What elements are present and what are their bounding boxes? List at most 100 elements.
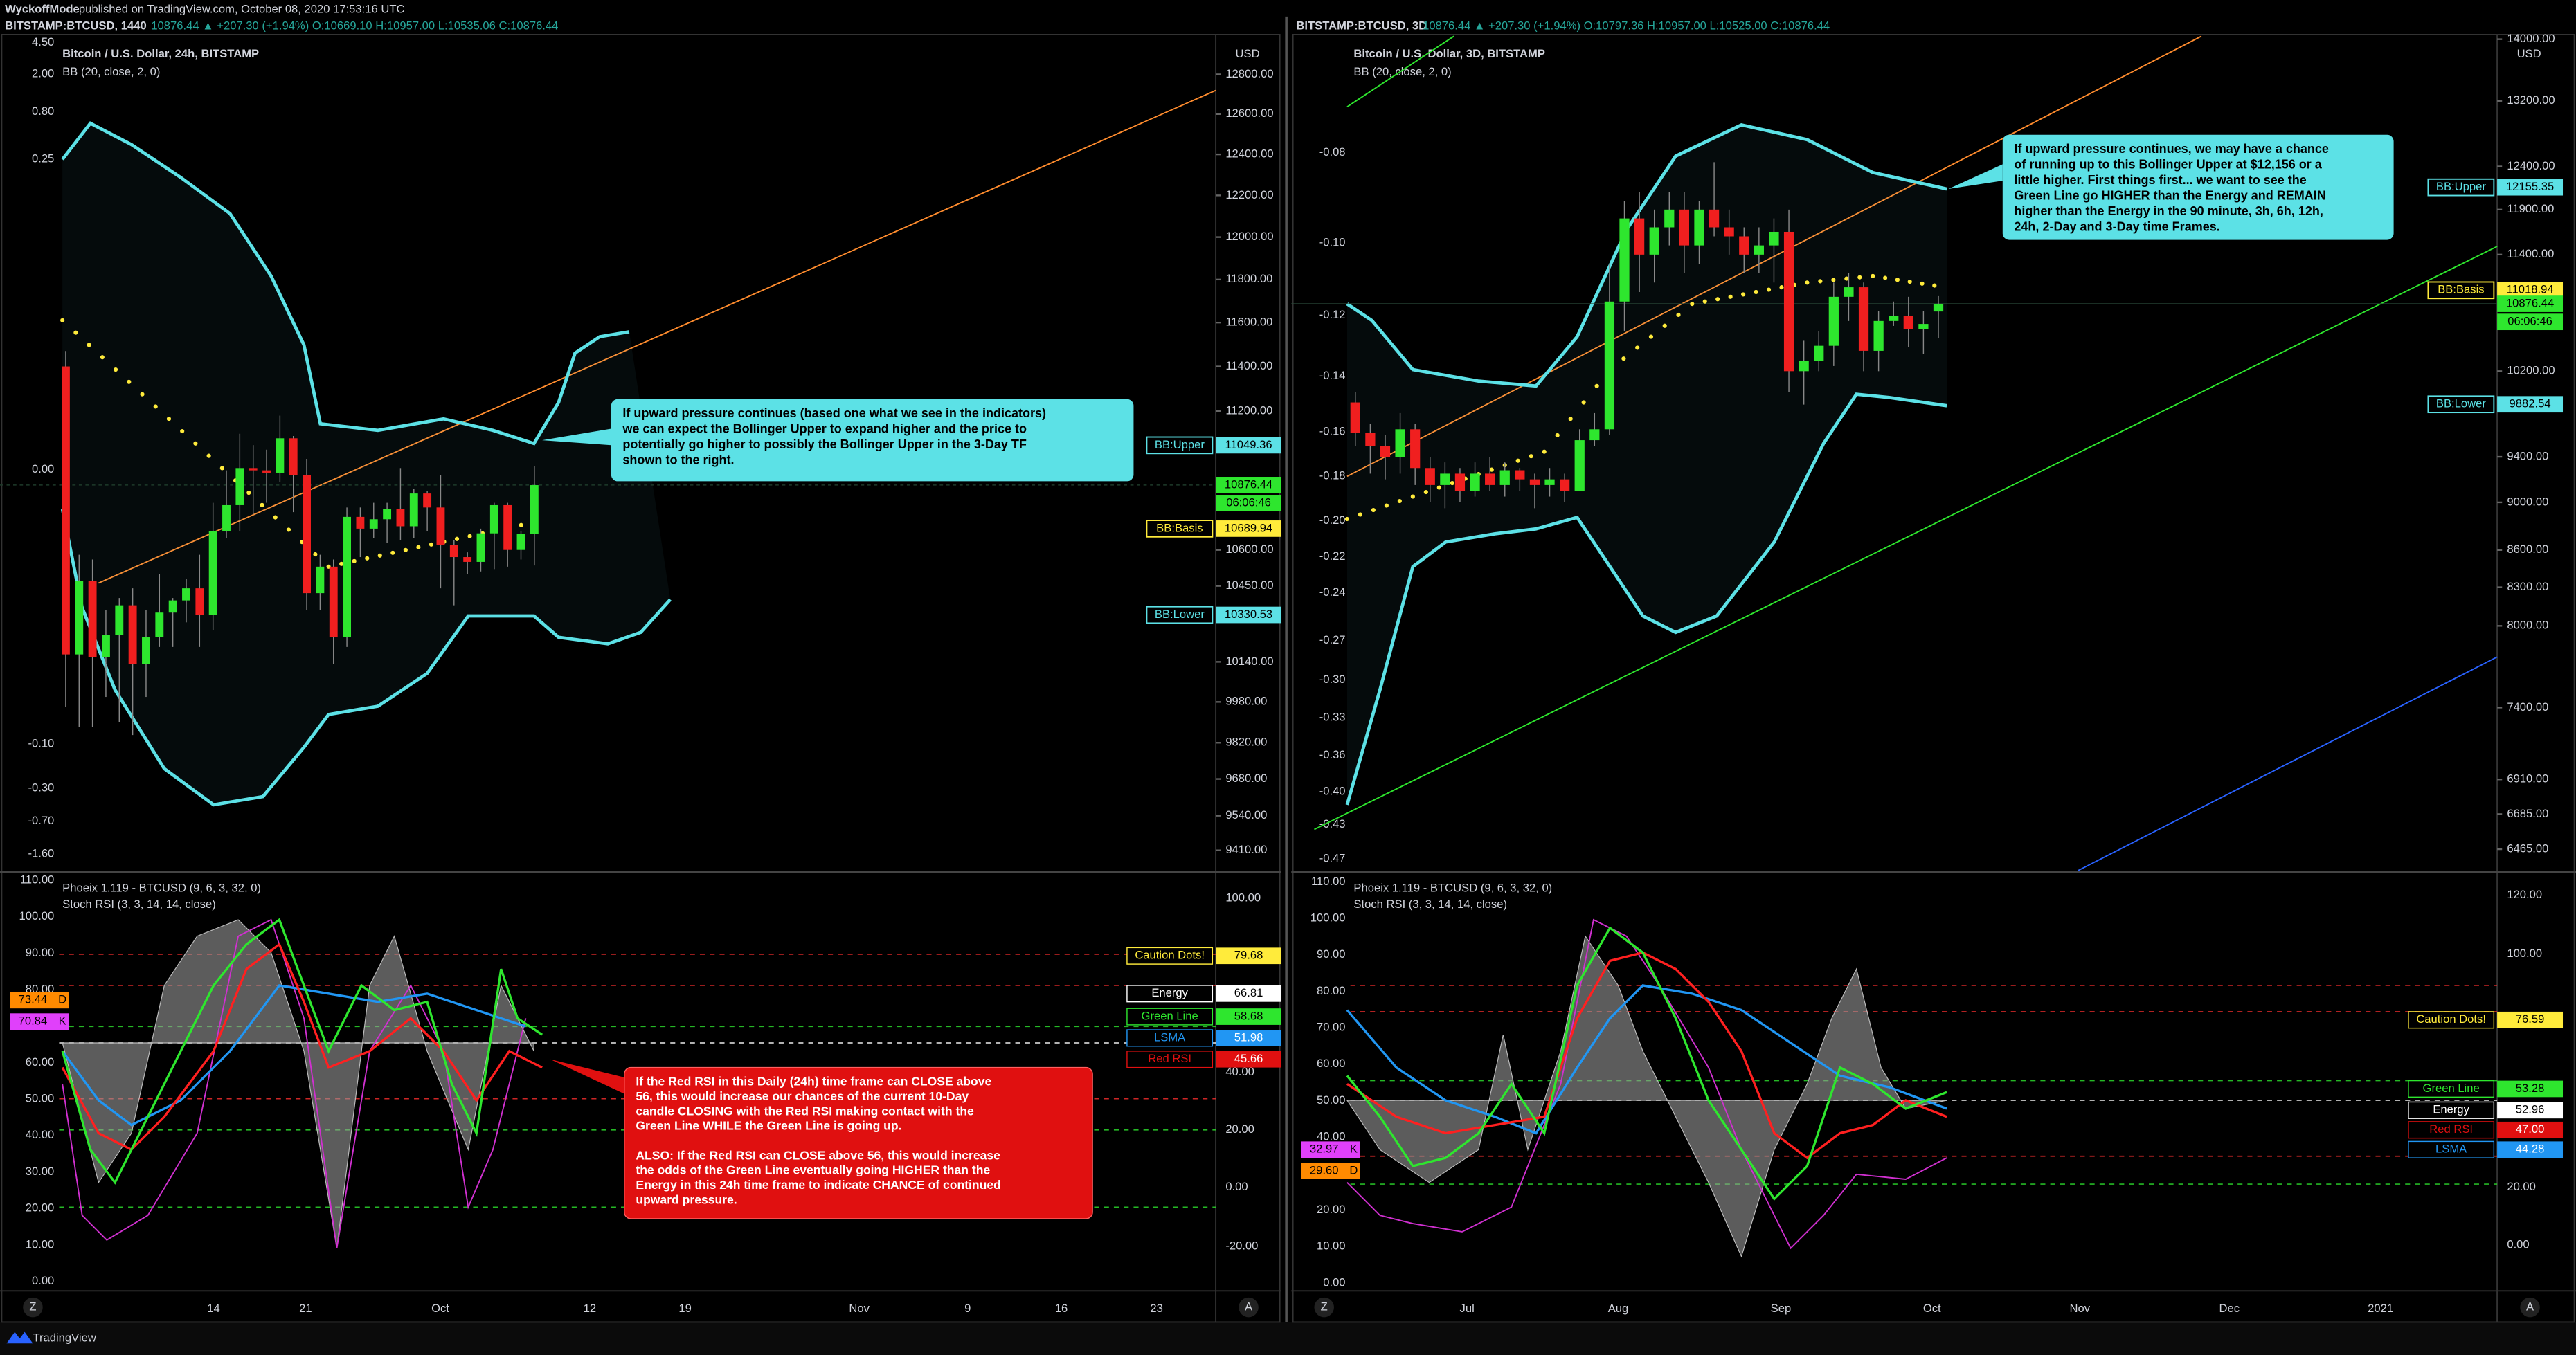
indicator-tag-name: Energy [2433, 1103, 2469, 1116]
auto-button-bg[interactable] [1239, 1297, 1259, 1318]
indicator-tag-value: 53.28 [2516, 1082, 2545, 1095]
candle-body [88, 581, 97, 657]
indicator-left-tick: 100.00 [1310, 911, 1346, 925]
bb-basis-dot [1581, 400, 1586, 405]
candle-body [1619, 218, 1630, 302]
bb-basis-dot [1489, 467, 1494, 472]
osc-tick-label: -0.22 [1319, 549, 1346, 563]
candle-body [516, 534, 525, 550]
energy-area [1346, 935, 1947, 1258]
osc-tick-label: 0.80 [32, 104, 54, 118]
indicator-title: Phoeix 1.119 - BTCUSD (9, 6, 3, 32, 0) [62, 881, 261, 894]
bb-basis-dot [1358, 512, 1363, 517]
candle-body [1739, 236, 1749, 255]
indicator-tag-bg [1216, 1051, 1282, 1068]
price-tick-label: 14000.00 [2507, 32, 2555, 45]
quote: 10876.44 ▲ +207.30 (+1.94%) O:10797.36 H… [1423, 19, 1830, 32]
last-price-tag [1216, 477, 1282, 493]
time-label: 23 [1150, 1302, 1162, 1315]
band-tag-name: BB:Basis [1156, 521, 1203, 534]
bb-basis-dot [1450, 481, 1454, 486]
indicator-left-tick: 10.00 [1317, 1239, 1346, 1253]
indicator-tag-bg [2497, 1121, 2564, 1138]
band-tag-name: BB:Lower [2436, 397, 2486, 410]
oscillator-line [62, 918, 527, 1248]
price-tick-label: 8300.00 [2507, 580, 2548, 593]
candle-body [155, 612, 164, 637]
annotation-box [2002, 134, 2394, 240]
zoom-button-bg[interactable] [1314, 1297, 1334, 1318]
candle-body [1783, 231, 1794, 372]
indicator-right-tick: 0.00 [1225, 1180, 1248, 1193]
bb-basis-dot [1844, 276, 1849, 281]
band-tag-value: 9882.54 [2510, 397, 2551, 410]
price-tick-label: 12000.00 [1225, 230, 1273, 243]
zoom-button[interactable]: Z [1321, 1300, 1328, 1313]
oscillator-line [61, 918, 543, 1185]
bb-basis-dot [1805, 280, 1810, 285]
zoom-button[interactable]: Z [29, 1300, 36, 1313]
candle-body [1425, 468, 1435, 485]
bb-basis-dot [1594, 383, 1599, 388]
oscillator-line [1346, 926, 1947, 1201]
candle-body [316, 566, 325, 594]
trend-line [98, 89, 1216, 584]
indicator-tag-name: Energy [1151, 986, 1188, 999]
bb-basis-dot [273, 515, 278, 520]
indicator-tag-name-bg [1126, 1051, 1214, 1068]
note-line: upward pressure. [636, 1192, 737, 1206]
auto-button[interactable]: A [2526, 1300, 2534, 1313]
time-label: Nov [849, 1302, 870, 1315]
bb-basis-dot [180, 428, 185, 434]
indicator-study: Stoch RSI (3, 3, 14, 14, close) [62, 898, 216, 911]
price-tick-label: 8600.00 [2507, 543, 2548, 556]
price-tick-label: 9820.00 [1225, 736, 1267, 749]
bb-basis-dot [246, 490, 251, 495]
annotation-box [611, 399, 1134, 482]
time-label: Aug [1608, 1302, 1629, 1315]
bb-basis-dot [1648, 334, 1654, 339]
candle-body [115, 605, 124, 635]
bb-basis-dot [377, 553, 382, 558]
auto-button-bg[interactable] [2520, 1297, 2540, 1318]
bb-basis-dot [429, 542, 434, 547]
band-tag-value: 11049.36 [1225, 438, 1272, 451]
bb-basis-dot [1635, 345, 1640, 350]
candle-body [249, 468, 258, 471]
indicator-tag-name-bg [2408, 1011, 2495, 1029]
indicator-left-tick: 20.00 [26, 1201, 55, 1215]
side-tag-name: D [1349, 1164, 1358, 1177]
candle-body [449, 545, 458, 558]
price-tick-label: 12400.00 [2507, 159, 2555, 172]
annotation-line: higher than the Energy in the 90 minute,… [2014, 204, 2323, 218]
candle-body [1799, 361, 1809, 372]
time-label: 12 [584, 1302, 596, 1315]
time-label: Oct [431, 1302, 449, 1315]
band-tag-name-bg [1146, 520, 1214, 538]
trend-line [2078, 656, 2498, 871]
band-tag-name: BB:Basis [2438, 283, 2484, 296]
indicator-left-tick: 0.00 [32, 1274, 54, 1287]
time-label: 16 [1055, 1302, 1068, 1315]
price-tick-label: 12400.00 [1225, 147, 1273, 161]
bb-basis-dot [219, 466, 224, 471]
bb-basis-dot [390, 550, 395, 555]
price-tick-label: 11200.00 [1225, 403, 1272, 417]
osc-tick-label: 4.50 [32, 35, 54, 48]
time-label: 14 [207, 1302, 219, 1315]
band-tag-value: 10689.94 [1225, 521, 1272, 534]
auto-button[interactable]: A [1245, 1300, 1253, 1313]
candle-body [503, 504, 512, 550]
indicator-tag-bg [2497, 1080, 2564, 1098]
bb-basis-dot [1397, 498, 1402, 504]
indicator-tag-name-bg [1126, 985, 1214, 1003]
zoom-button-bg[interactable] [23, 1297, 43, 1318]
indicator-tag-name-bg [1126, 947, 1214, 965]
indicator-tag-value: 51.98 [1234, 1030, 1263, 1044]
indicator-tag-value: 79.68 [1234, 949, 1263, 962]
candle-body [1858, 287, 1869, 351]
price-tick-label: 9680.00 [1225, 772, 1267, 785]
bb-basis-dot [1515, 458, 1520, 463]
osc-tick-label: -1.60 [28, 846, 54, 860]
